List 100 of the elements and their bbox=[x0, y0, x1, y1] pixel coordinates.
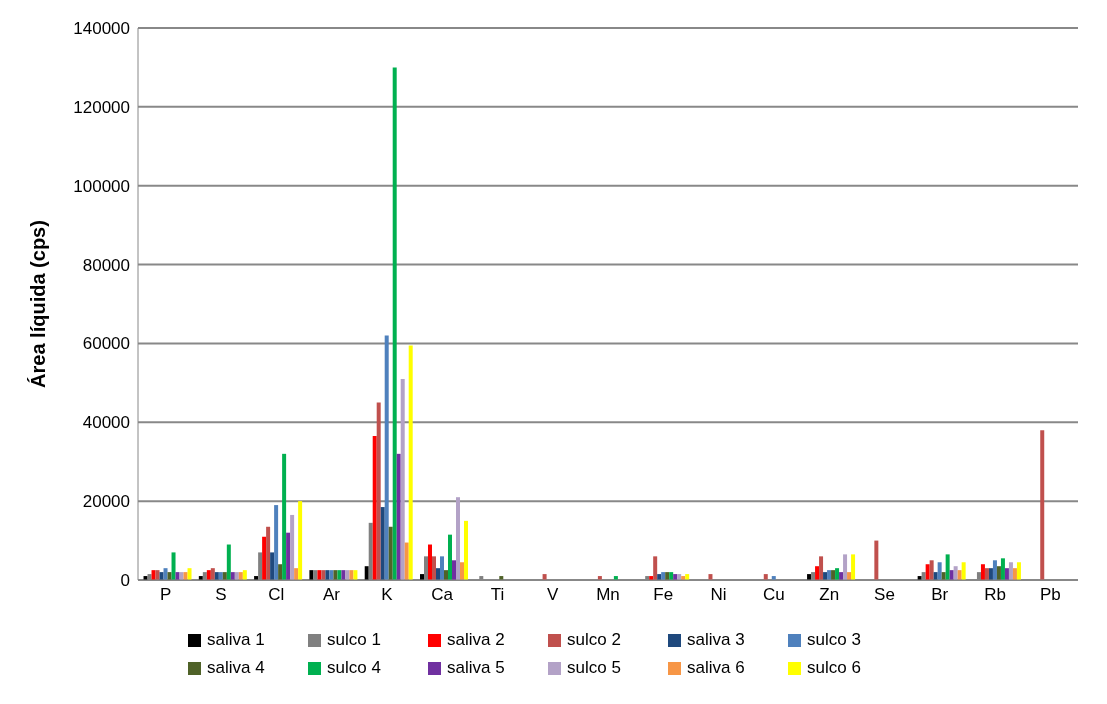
x-tick-label: Fe bbox=[653, 585, 674, 605]
bar bbox=[325, 570, 330, 580]
bar bbox=[329, 570, 334, 580]
bar bbox=[996, 566, 1001, 580]
bar bbox=[278, 564, 283, 580]
bar bbox=[464, 520, 468, 580]
bar bbox=[155, 570, 160, 580]
legend-label: sulco 6 bbox=[807, 658, 861, 678]
bar bbox=[1008, 562, 1013, 580]
bar bbox=[428, 544, 432, 580]
y-tick-label: 120000 bbox=[73, 97, 130, 117]
x-tick-label: Mn bbox=[596, 585, 620, 605]
y-tick-label: 0 bbox=[120, 571, 130, 591]
legend-label: saliva 1 bbox=[207, 630, 265, 650]
bar bbox=[819, 556, 824, 580]
bar bbox=[831, 570, 836, 580]
bar bbox=[984, 568, 989, 580]
bar bbox=[376, 402, 381, 580]
bar bbox=[452, 560, 456, 580]
bar bbox=[851, 554, 856, 580]
bar bbox=[1000, 558, 1005, 580]
x-tick-label: Se bbox=[874, 585, 895, 605]
bar bbox=[294, 568, 299, 580]
bar bbox=[341, 570, 346, 580]
bar bbox=[992, 560, 997, 580]
bar bbox=[226, 544, 231, 580]
x-tick-label: Ar bbox=[323, 585, 341, 605]
bar bbox=[949, 570, 954, 580]
x-tick-label: Cl bbox=[268, 585, 285, 605]
bar bbox=[353, 570, 358, 580]
bar bbox=[432, 556, 436, 580]
bar bbox=[290, 514, 295, 580]
legend-label: sulco 2 bbox=[567, 630, 621, 650]
y-tick-label: 100000 bbox=[73, 176, 130, 196]
bar bbox=[957, 570, 962, 580]
bar bbox=[440, 556, 444, 580]
bar bbox=[448, 534, 452, 580]
bar bbox=[404, 542, 409, 580]
bar bbox=[270, 552, 275, 580]
bar bbox=[309, 570, 314, 580]
bar bbox=[400, 378, 405, 580]
bar bbox=[937, 562, 942, 580]
y-tick-label: 20000 bbox=[82, 492, 130, 512]
legend-label: saliva 4 bbox=[207, 658, 265, 678]
x-tick-label: Cu bbox=[763, 585, 785, 605]
bar bbox=[266, 526, 271, 580]
y-tick-label: 80000 bbox=[82, 255, 130, 275]
x-tick-label: Br bbox=[931, 585, 949, 605]
bar bbox=[961, 562, 966, 580]
bar bbox=[298, 501, 303, 580]
bar bbox=[929, 560, 934, 580]
bar bbox=[392, 67, 397, 580]
bar bbox=[436, 568, 440, 580]
bar bbox=[396, 453, 401, 580]
bar bbox=[372, 436, 377, 580]
bar bbox=[980, 564, 985, 580]
legend-label: saliva 2 bbox=[447, 630, 505, 650]
x-tick-label: Ca bbox=[431, 585, 454, 605]
bar bbox=[171, 552, 176, 580]
bar bbox=[953, 566, 958, 580]
y-tick-label: 40000 bbox=[82, 413, 130, 433]
legend-label: sulco 3 bbox=[807, 630, 861, 650]
bar bbox=[206, 570, 211, 580]
bar bbox=[835, 568, 840, 580]
bar bbox=[321, 570, 326, 580]
bar bbox=[456, 497, 460, 580]
y-tick-label: 140000 bbox=[73, 19, 130, 39]
x-tick-label: Ni bbox=[710, 585, 727, 605]
x-tick-label: S bbox=[215, 585, 227, 605]
bar bbox=[815, 566, 820, 580]
bar bbox=[1012, 568, 1017, 580]
bar bbox=[827, 570, 832, 580]
bar bbox=[345, 570, 350, 580]
bar bbox=[274, 505, 279, 580]
x-tick-label: Zn bbox=[819, 585, 840, 605]
x-tick-label: Ti bbox=[490, 585, 505, 605]
x-tick-label: K bbox=[381, 585, 394, 605]
bar bbox=[286, 532, 291, 580]
bar bbox=[388, 526, 393, 580]
x-tick-label: V bbox=[547, 585, 560, 605]
legend-label: sulco 1 bbox=[327, 630, 381, 650]
bar bbox=[187, 568, 192, 580]
y-tick-label: 60000 bbox=[82, 334, 130, 354]
legend-label: saliva 6 bbox=[687, 658, 745, 678]
bar bbox=[874, 540, 879, 580]
x-tick-label: Pb bbox=[1039, 585, 1061, 605]
bar bbox=[925, 564, 930, 580]
bar bbox=[333, 570, 338, 580]
bar bbox=[262, 536, 267, 580]
x-tick-label: Rb bbox=[984, 585, 1006, 605]
bar bbox=[945, 554, 950, 580]
bar bbox=[1016, 562, 1021, 580]
x-tick-label: P bbox=[159, 585, 172, 605]
bar bbox=[151, 570, 156, 580]
bar bbox=[408, 345, 413, 580]
legend-label: saliva 5 bbox=[447, 658, 505, 678]
bar bbox=[210, 568, 215, 580]
bar bbox=[843, 554, 848, 580]
bar bbox=[317, 570, 322, 580]
bar bbox=[337, 570, 342, 580]
